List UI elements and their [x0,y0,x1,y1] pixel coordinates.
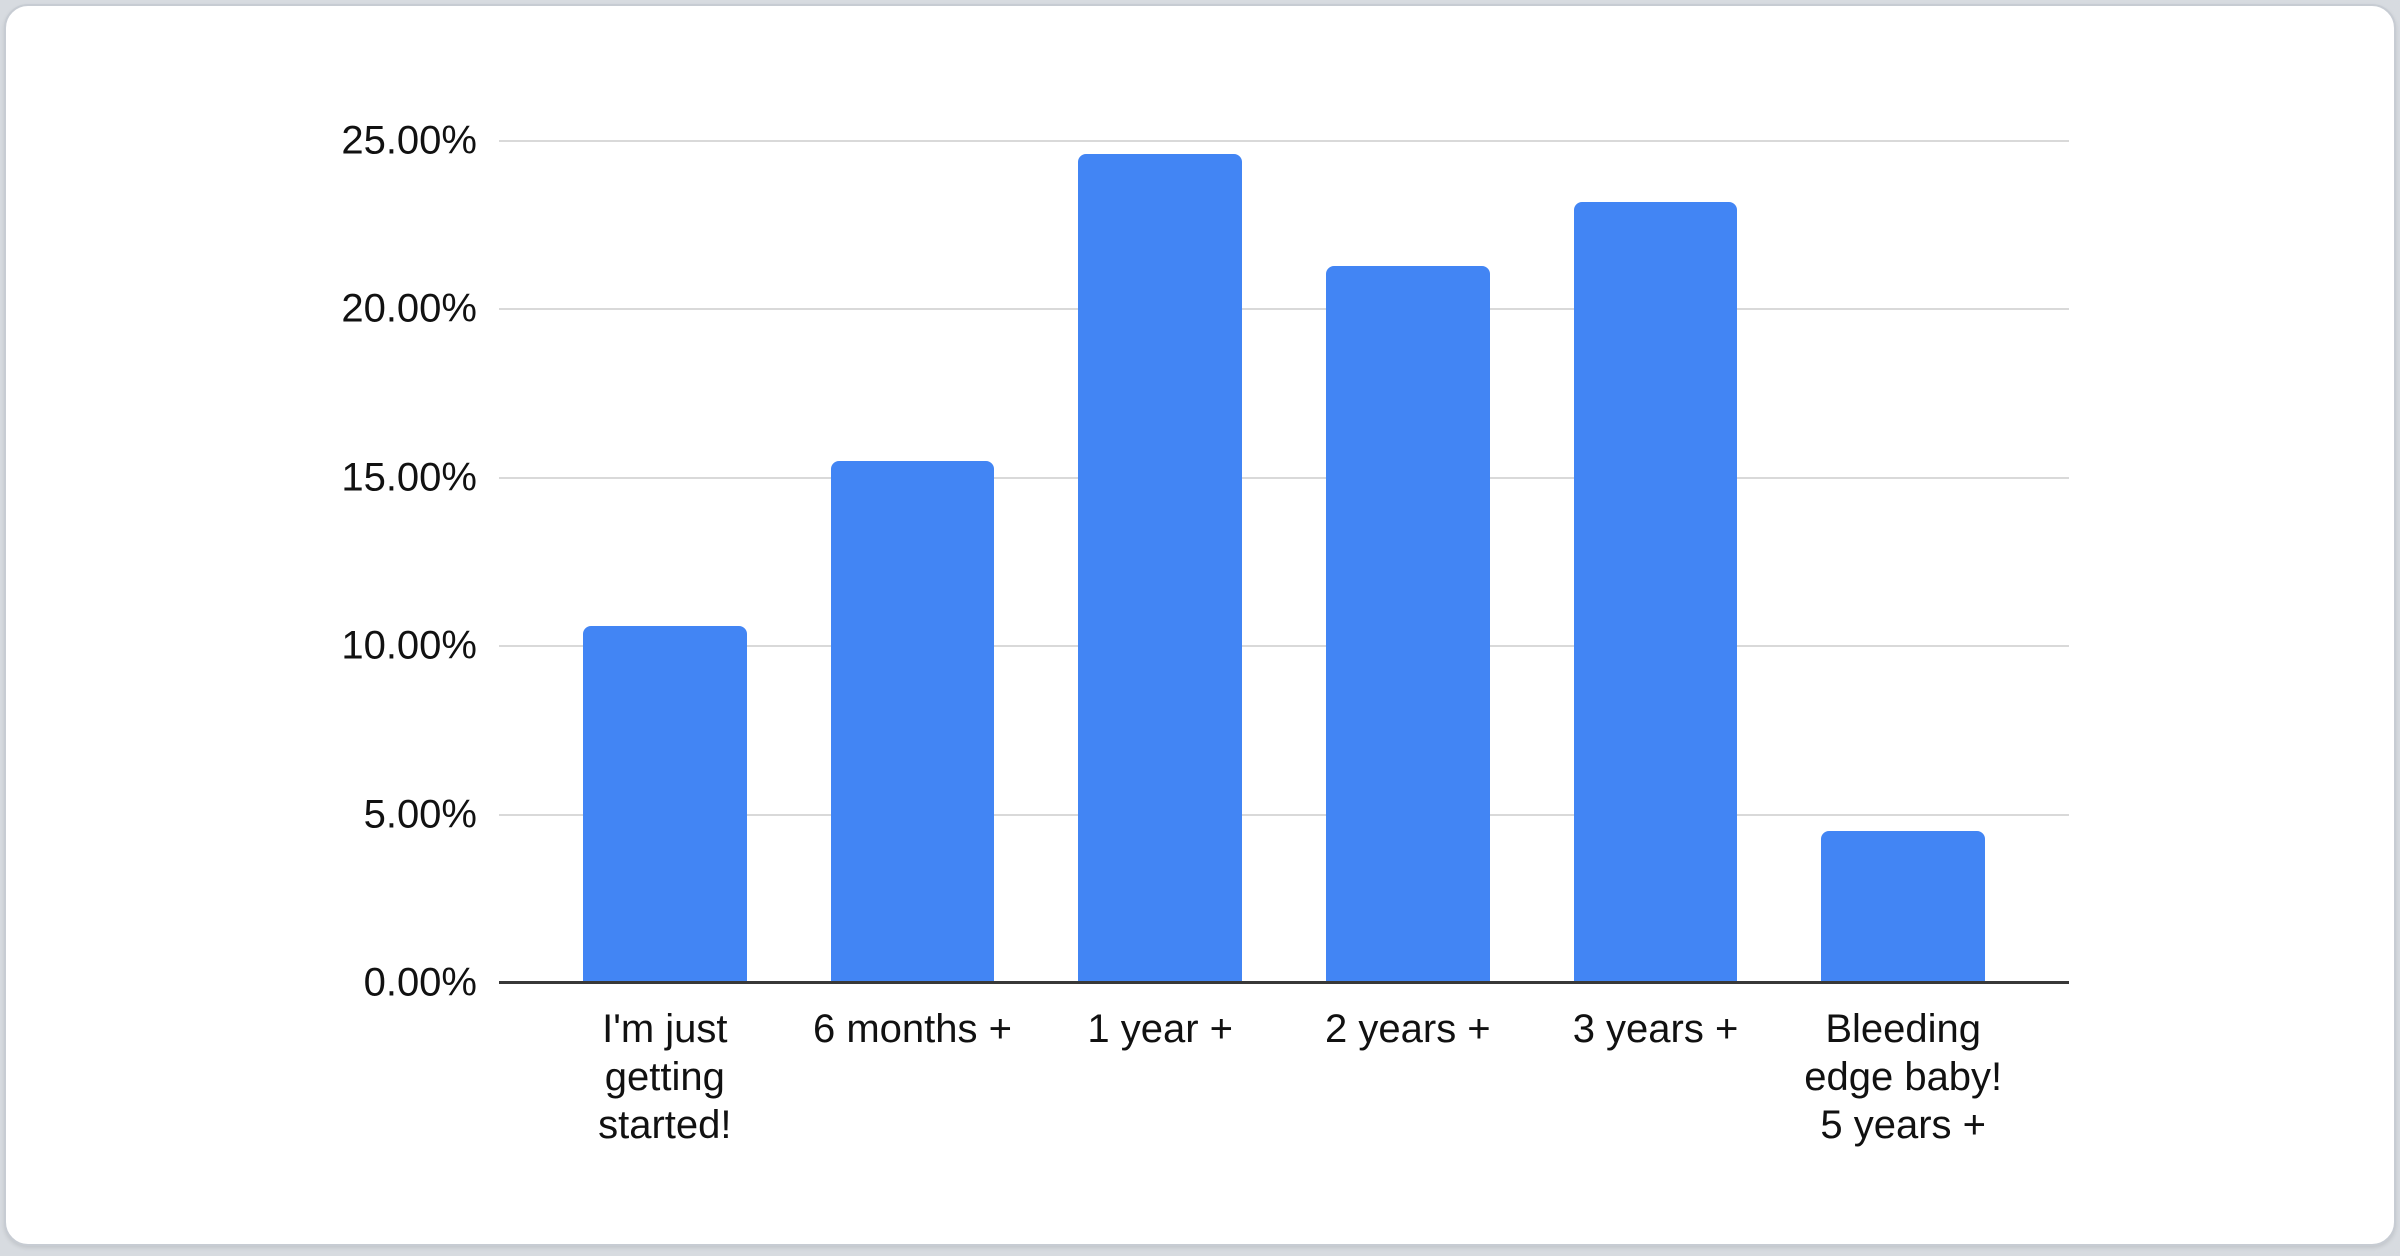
x-axis-label-line: 1 year + [1087,1007,1233,1051]
x-axis-category-label: Bleeding edge baby! 5 years + [1779,1005,2027,1149]
x-axis-label-line: Bleeding [1825,1007,1982,1051]
gridline [499,645,2069,648]
bar-band [789,141,1037,983]
bar-band [1036,141,1284,983]
bar-1 [583,626,747,983]
gridline [499,308,2069,311]
bar-2 [830,460,995,983]
x-axis-category-label: 2 years + [1284,1005,1532,1149]
y-axis-tick-label: 0.00% [363,960,477,1005]
bar-band [1532,141,1780,983]
bar-chart-plot-area: 25.00% 20.00% 15.00% 10.00% 5.00% 0.00% I'm ju… [341,119,2069,1147]
x-axis-label-line: edge baby! [1804,1055,2003,1099]
x-axis-label-line: 5 years + [1820,1103,1987,1147]
x-axis-label-line: started! [598,1103,732,1147]
x-axis-label-line: 3 years + [1572,1007,1739,1051]
x-axis-category-label: 3 years + [1532,1005,1780,1149]
x-axis-category-label: 1 year + [1036,1005,1284,1149]
chart-card: 25.00% 20.00% 15.00% 10.00% 5.00% 0.00% I'm ju… [4,4,2396,1246]
gridline [499,813,2069,816]
bar-band [1779,141,2027,983]
gridline [499,140,2069,142]
y-axis-tick-label: 15.00% [341,455,477,500]
bars-row [541,141,2027,983]
bar-3 [1078,154,1242,983]
x-axis-label-line: 6 months + [813,1007,1013,1051]
gridline [499,476,2069,479]
x-axis-category-label: I'm just getting started! [541,1005,789,1149]
x-axis-baseline [499,981,2069,984]
y-axis-tick-label: 10.00% [341,623,477,668]
x-axis-label-line: I'm just [602,1007,728,1051]
x-axis-category-label: 6 months + [789,1005,1037,1149]
bar-band [541,141,789,983]
y-axis-tick-label: 20.00% [341,286,477,331]
bar-6 [1821,831,1985,983]
x-axis-label-line: getting [604,1055,725,1099]
bar-5 [1573,201,1738,983]
x-axis-labels-row: I'm just getting started! 6 months + 1 year … [541,1005,2027,1149]
bar-4 [1326,265,1490,983]
y-axis-tick-label: 5.00% [363,792,477,837]
x-axis-label-line: 2 years + [1325,1007,1491,1051]
y-axis-tick-label: 25.00% [341,118,477,163]
bar-band [1284,141,1532,983]
